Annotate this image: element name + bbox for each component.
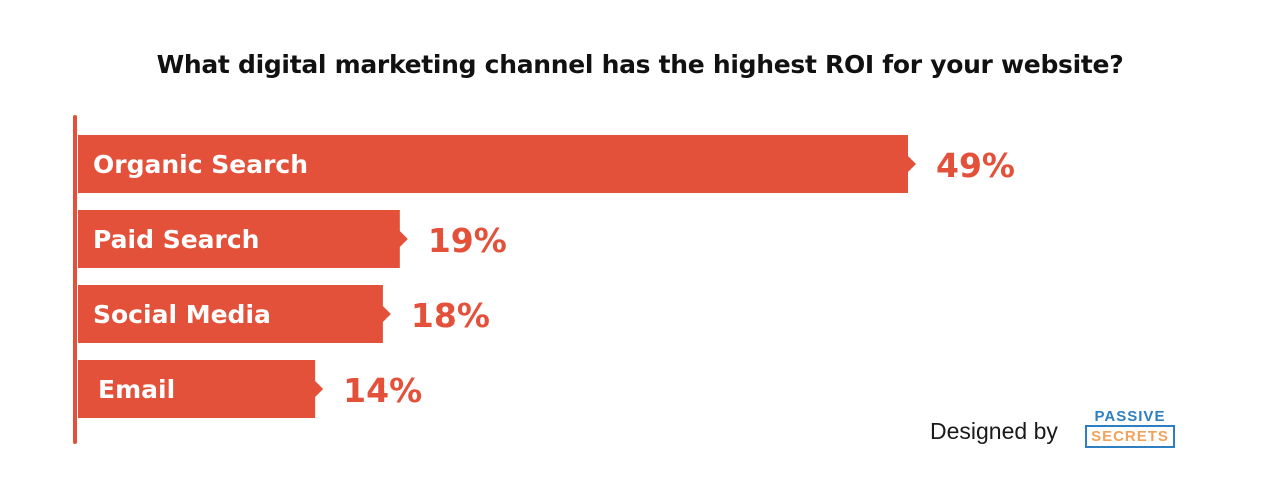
data-label: 19% [428,221,507,260]
passive-secrets-logo: PASSIVE SECRETS [1085,408,1175,450]
category-label: Organic Search [93,150,308,179]
data-label: 14% [343,371,422,410]
chart-title: What digital marketing channel has the h… [156,50,1124,79]
category-label: Paid Search [93,225,259,254]
designed-by-credit: Designed by [930,418,1058,444]
logo-line-1: PASSIVE [1094,408,1166,425]
logo-line-2: SECRETS [1085,425,1175,448]
data-label: 18% [411,296,490,335]
bar [78,210,408,268]
bar [78,285,391,343]
bar [78,360,324,418]
data-label: 49% [936,146,1015,185]
bar [78,135,916,193]
category-label: Social Media [93,300,271,329]
category-label: Email [98,375,175,404]
